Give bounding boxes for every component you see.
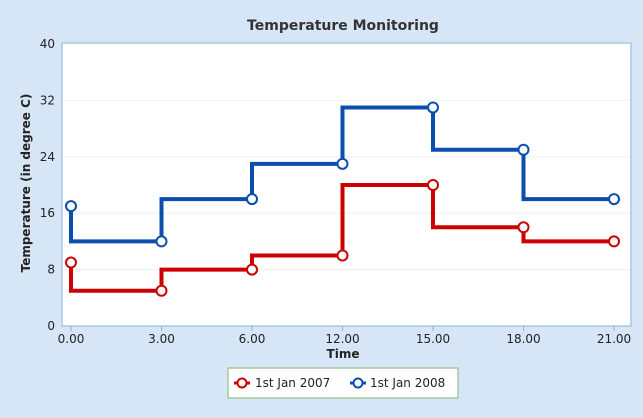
x-tick-label-1: 3.00 [148,332,175,346]
y-axis-title: Temperature (in degree C) [19,94,33,273]
series-0 [65,179,620,297]
x-tick-label-5: 18.00 [506,332,540,346]
data-point-0-4[interactable] [427,179,439,191]
x-tick-label-6: 21.00 [597,332,631,346]
data-point-1-3[interactable] [336,157,349,170]
x-tick-label-3: 12.00 [325,332,359,346]
data-point-1-6[interactable] [608,193,620,206]
data-point-1-2[interactable] [246,193,258,206]
data-point-0-0[interactable] [65,256,77,269]
data-point-0-6[interactable] [608,235,620,248]
legend-item-2008[interactable]: 1st Jan 2008 [350,376,445,390]
y-axis-ticks: 0 8 16 24 32 40 [40,37,55,333]
grid-lines [63,99,630,271]
y-tick-label-40: 40 [40,37,55,51]
data-point-1-0[interactable] [65,200,77,213]
data-point-0-1[interactable] [155,284,168,297]
y-tick-label-8: 8 [47,263,55,277]
y-tick-label-0: 0 [47,319,55,333]
chart-title: Temperature Monitoring [247,18,439,34]
legend-item-2007[interactable]: 1st Jan 2007 [234,376,330,390]
legend: 1st Jan 2007 1st Jan 2008 [227,367,459,399]
x-axis-ticks: 0.00 3.00 6.00 12.00 15.00 18.00 21.00 [58,326,631,346]
data-point-1-5[interactable] [517,143,530,156]
legend-label-2008: 1st Jan 2008 [370,376,445,390]
x-tick-label-4: 15.00 [416,332,450,346]
legend-box [227,367,459,399]
series-1 [65,101,620,248]
series-layer [65,101,620,297]
legend-marker-2008 [352,377,364,389]
data-point-1-1[interactable] [155,235,168,248]
data-point-0-2[interactable] [246,263,258,276]
data-point-1-4[interactable] [427,101,439,114]
x-tick-label-2: 6.00 [239,332,266,346]
x-axis-title: Time [327,347,360,361]
y-tick-label-24: 24 [40,150,55,164]
y-tick-label-32: 32 [40,93,55,107]
legend-marker-2007 [236,377,248,389]
legend-label-2007: 1st Jan 2007 [255,376,330,390]
data-point-0-5[interactable] [517,221,530,234]
y-tick-label-16: 16 [40,206,55,220]
x-tick-label-0: 0.00 [58,332,85,346]
data-point-0-3[interactable] [336,249,349,262]
